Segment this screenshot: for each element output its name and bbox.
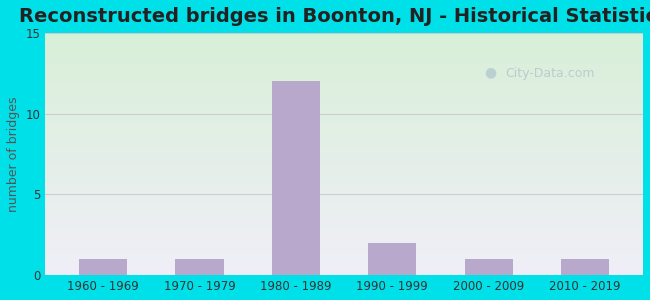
Bar [561,259,609,275]
Bar [465,259,513,275]
Bar [272,82,320,275]
Text: City-Data.com: City-Data.com [506,67,595,80]
Text: ●: ● [485,66,497,80]
Title: Reconstructed bridges in Boonton, NJ - Historical Statistics: Reconstructed bridges in Boonton, NJ - H… [20,7,650,26]
Y-axis label: number of bridges: number of bridges [7,96,20,212]
Bar [369,243,417,275]
Bar [176,259,224,275]
Bar [79,259,127,275]
